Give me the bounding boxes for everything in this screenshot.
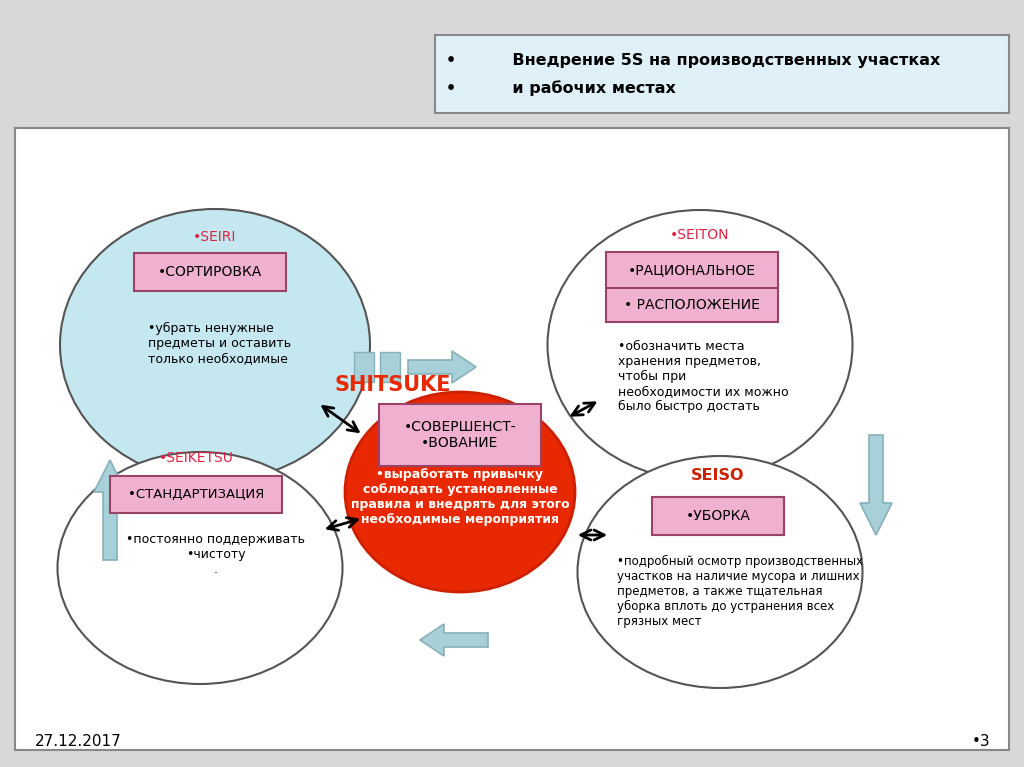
Text: •3: •3 <box>972 735 990 749</box>
FancyBboxPatch shape <box>110 476 282 512</box>
Text: •          Внедрение 5S на производственных участках: • Внедрение 5S на производственных участ… <box>446 52 940 67</box>
Text: • РАСПОЛОЖЕНИЕ: • РАСПОЛОЖЕНИЕ <box>624 298 760 312</box>
FancyBboxPatch shape <box>606 288 778 322</box>
FancyArrow shape <box>420 624 488 656</box>
Text: •подробный осмотр производственных
участков на наличие мусора и лишних
предметов: •подробный осмотр производственных участ… <box>617 555 863 628</box>
FancyBboxPatch shape <box>379 404 541 466</box>
FancyArrow shape <box>860 435 892 535</box>
Ellipse shape <box>60 209 370 481</box>
FancyBboxPatch shape <box>652 497 784 535</box>
Ellipse shape <box>345 392 575 592</box>
FancyBboxPatch shape <box>354 352 374 382</box>
Text: •обозначить места
хранения предметов,
чтобы при
необходимости их можно
было быст: •обозначить места хранения предметов, чт… <box>618 340 788 413</box>
Text: SHITSUKE: SHITSUKE <box>335 375 452 395</box>
FancyArrow shape <box>94 460 126 560</box>
Text: •РАЦИОНАЛЬНОЕ: •РАЦИОНАЛЬНОЕ <box>628 263 756 277</box>
Text: 27.12.2017: 27.12.2017 <box>35 735 122 749</box>
Text: •СОВЕРШЕНСТ-
•ВОВАНИЕ: •СОВЕРШЕНСТ- •ВОВАНИЕ <box>403 420 516 450</box>
Text: •SEIKETSU: •SEIKETSU <box>159 451 233 465</box>
FancyArrow shape <box>408 351 476 383</box>
Text: •SEIRI: •SEIRI <box>194 230 237 244</box>
Ellipse shape <box>578 456 862 688</box>
FancyBboxPatch shape <box>435 35 1009 113</box>
FancyBboxPatch shape <box>380 352 400 382</box>
Text: •          и рабочих местах: • и рабочих местах <box>446 80 676 96</box>
Text: •СТАНДАРТИЗАЦИЯ: •СТАНДАРТИЗАЦИЯ <box>128 488 264 501</box>
Text: •убрать ненужные
предметы и оставить
только необходимые: •убрать ненужные предметы и оставить тол… <box>148 322 291 365</box>
Text: •СОРТИРОВКА: •СОРТИРОВКА <box>158 265 262 279</box>
Text: SEISO: SEISO <box>691 469 744 483</box>
FancyBboxPatch shape <box>134 253 286 291</box>
Text: •постоянно поддерживать
•чистоту
.: •постоянно поддерживать •чистоту . <box>126 533 305 576</box>
FancyBboxPatch shape <box>15 128 1009 750</box>
Text: •УБОРКА: •УБОРКА <box>685 509 751 523</box>
Ellipse shape <box>548 210 853 480</box>
FancyBboxPatch shape <box>606 252 778 288</box>
Text: •выработать привычку
соблюдать установленные
правила и внедрять для этого
необхо: •выработать привычку соблюдать установле… <box>350 468 569 526</box>
Ellipse shape <box>57 452 342 684</box>
Text: •SEITON: •SEITON <box>671 228 730 242</box>
